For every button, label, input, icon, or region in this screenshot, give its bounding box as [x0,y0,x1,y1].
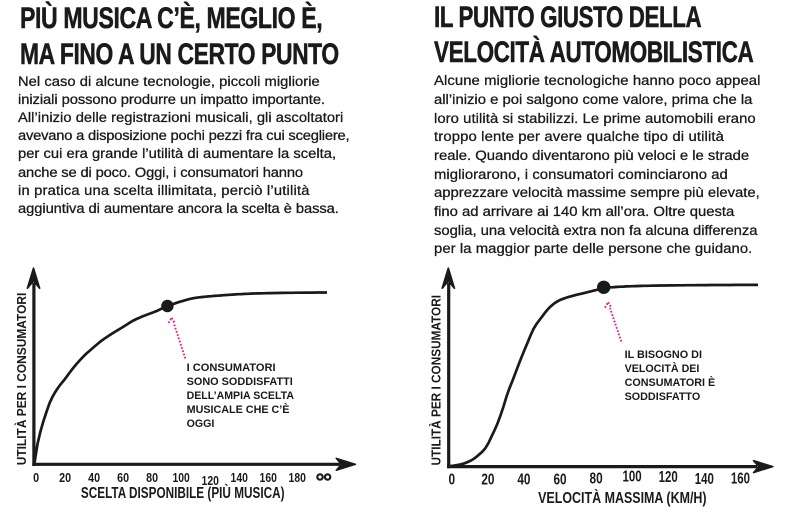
svg-text:20: 20 [59,470,71,485]
svg-text:OGGI: OGGI [187,418,215,430]
svg-text:0: 0 [33,470,39,485]
svg-text:SCELTA DISPONIBILE (PIÙ MUSICA: SCELTA DISPONIBILE (PIÙ MUSICA) [81,483,285,502]
svg-text:80: 80 [590,471,603,488]
svg-text:MUSICALE CHE C’È: MUSICALE CHE C’È [187,403,290,416]
svg-text:VELOCITÀ MASSIMA (KM/H): VELOCITÀ MASSIMA (KM/H) [538,488,707,507]
svg-text:I CONSUMATORI: I CONSUMATORI [187,362,276,374]
svg-text:0: 0 [449,472,456,489]
svg-text:CONSUMATORI È: CONSUMATORI È [625,376,716,389]
svg-text:120: 120 [659,469,678,486]
svg-text:UTILITÀ PER I CONSUMATORI: UTILITÀ PER I CONSUMATORI [429,295,444,466]
svg-text:100: 100 [172,470,189,485]
svg-text:SONO SODDISFATTI: SONO SODDISFATTI [187,376,293,388]
svg-text:40: 40 [517,472,530,489]
svg-text:60: 60 [553,472,566,489]
svg-text:100: 100 [623,469,642,486]
svg-text:160: 160 [731,471,750,488]
svg-text:20: 20 [481,472,494,489]
svg-text:DELL’AMPIA SCELTA: DELL’AMPIA SCELTA [187,390,294,402]
svg-text:IL BISOGNO DI: IL BISOGNO DI [625,349,702,361]
svg-text:180: 180 [289,470,306,485]
svg-text:40: 40 [88,470,100,485]
svg-text:VELOCITÀ DEI: VELOCITÀ DEI [625,362,700,375]
svg-text:120: 120 [202,473,219,488]
svg-text:140: 140 [695,471,714,488]
svg-text:140: 140 [231,470,248,485]
svg-text:80: 80 [146,470,158,485]
svg-text:UTILITÀ PER I CONSUMATORI: UTILITÀ PER I CONSUMATORI [14,293,29,466]
svg-text:60: 60 [117,470,129,485]
svg-text:160: 160 [260,470,277,485]
svg-text:SODDISFATTO: SODDISFATTO [625,391,701,403]
